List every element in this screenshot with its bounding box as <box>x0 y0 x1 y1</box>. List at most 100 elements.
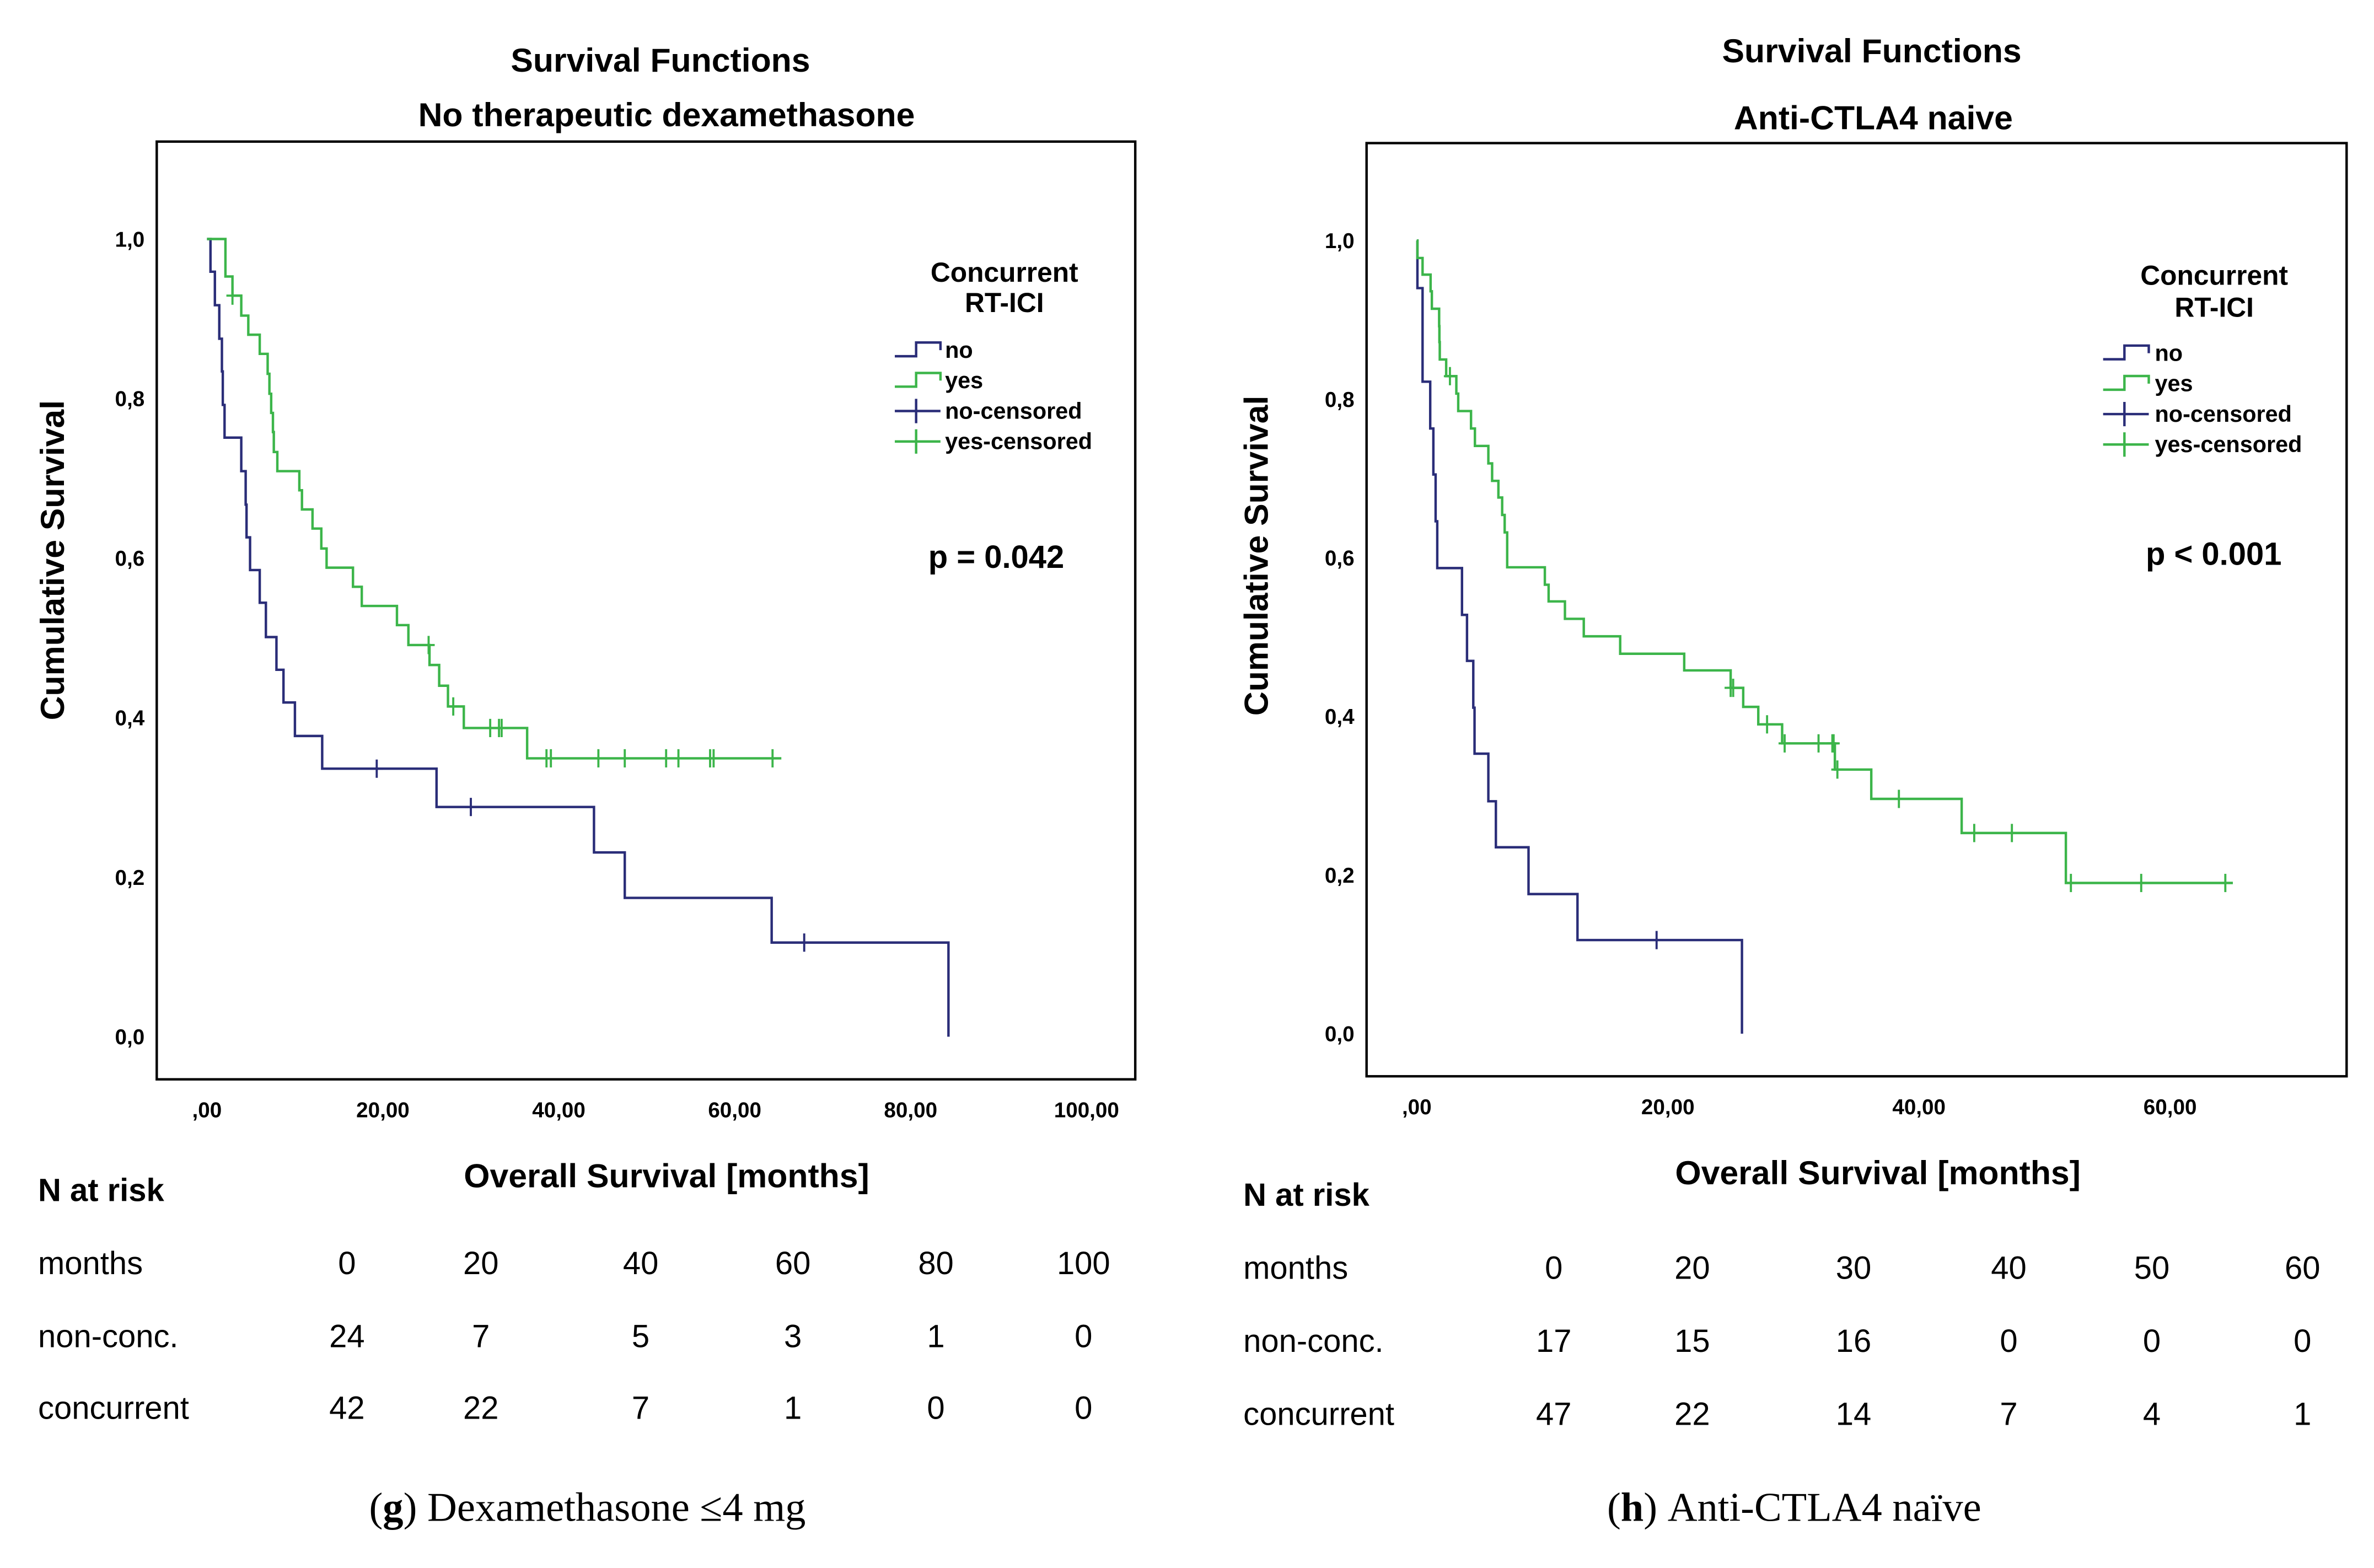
legend-title-line1: Concurrent <box>2140 260 2288 291</box>
plot-area <box>207 238 950 1037</box>
x-tick-label: ,00 <box>1402 1096 1432 1119</box>
risk-cell: 40 <box>1991 1250 2026 1286</box>
legend-swatch-no <box>2103 344 2150 361</box>
legend-label-yes-censored: yes-censored <box>945 429 1092 454</box>
risk-cell: 22 <box>1674 1397 1710 1432</box>
x-tick-label: 20,00 <box>356 1099 410 1123</box>
x-tick-label: ,00 <box>192 1099 222 1123</box>
x-tick-label: 60,00 <box>708 1099 761 1123</box>
risk-cell: 40 <box>623 1246 658 1281</box>
plot-frame <box>155 140 1137 1081</box>
risk-cell: 5 <box>632 1319 649 1355</box>
y-tick-label: 1,0 <box>1325 229 1355 253</box>
risk-cell: 15 <box>1674 1324 1710 1359</box>
y-tick-label: 0,2 <box>1325 864 1355 888</box>
risk-cell: 60 <box>775 1246 810 1281</box>
risk-row-label: months <box>38 1246 143 1281</box>
x-tick-labels: ,00 20,00 40,00 60,00 80,00 100,00 <box>192 1099 1119 1123</box>
x-axis-label: Overall Survival [months] <box>464 1157 869 1195</box>
survival-curve-yes <box>207 238 782 760</box>
survival-curve-no <box>207 238 950 1037</box>
caption-text: Anti-CTLA4 naïve <box>1668 1485 1981 1530</box>
caption-label: g <box>383 1485 403 1530</box>
y-tick-label: 0,0 <box>115 1025 145 1049</box>
legend-label-yes: yes <box>2155 371 2193 396</box>
risk-cell: 60 <box>2285 1250 2320 1286</box>
plot-area <box>1416 239 2233 1034</box>
legend-swatch-yes-censored <box>2103 432 2149 457</box>
legend-label-no: no <box>945 337 973 363</box>
legend-swatch-yes <box>2103 374 2150 391</box>
risk-cell: 47 <box>1536 1397 1571 1432</box>
chart-title-line2: Anti-CTLA4 naive <box>1734 99 2013 137</box>
y-tick-label: 0,2 <box>115 866 145 890</box>
legend-swatch-no <box>895 341 942 358</box>
x-tick-label: 80,00 <box>884 1099 937 1123</box>
risk-cell: 50 <box>2134 1250 2169 1286</box>
caption-label: h <box>1621 1485 1643 1530</box>
chart-title-line1: Survival Functions <box>511 41 810 79</box>
y-tick-labels: 1,0 0,8 0,6 0,4 0,2 0,0 <box>1325 229 1355 1046</box>
p-value: p < 0.001 <box>2146 536 2282 572</box>
legend-label-no-censored: no-censored <box>2155 401 2292 427</box>
y-axis-label: Cumulative Survival <box>34 400 71 721</box>
risk-cell: 24 <box>329 1319 364 1355</box>
risk-cell: 7 <box>632 1390 649 1426</box>
risk-cell: 42 <box>329 1390 364 1426</box>
legend-swatch-yes-censored <box>895 429 941 454</box>
legend-label-yes-censored: yes-censored <box>2155 432 2302 457</box>
legend-label-no-censored: no-censored <box>945 398 1082 423</box>
risk-cell: 100 <box>1057 1246 1110 1281</box>
chart-title-line1: Survival Functions <box>1722 32 2022 69</box>
legend-swatch-no-censored <box>2103 401 2149 427</box>
legend-swatch-no-censored <box>895 399 941 423</box>
x-tick-label: 20,00 <box>1641 1096 1695 1119</box>
x-tick-label: 60,00 <box>2144 1096 2197 1119</box>
y-tick-label: 0,8 <box>115 388 145 411</box>
survival-curve-no <box>1416 239 1743 1034</box>
risk-cell: 20 <box>1674 1250 1710 1286</box>
risk-row-label: months <box>1243 1250 1348 1286</box>
risk-cell: 30 <box>1836 1250 1871 1286</box>
risk-cell: 1 <box>784 1390 802 1426</box>
risk-cell: 22 <box>463 1390 498 1426</box>
panel-h: Survival Functions Anti-CTLA4 naive 1,00… <box>1237 32 2348 1530</box>
x-tick-label: 40,00 <box>532 1099 586 1123</box>
risk-cell: 0 <box>338 1246 356 1281</box>
y-tick-label: 0,6 <box>1325 546 1355 570</box>
risk-cell: 17 <box>1536 1324 1571 1359</box>
x-tick-labels: ,00 20,00 40,00 60,00 <box>1402 1096 2197 1119</box>
risk-cell: 20 <box>463 1246 498 1281</box>
caption-text: Dexamethasone ≤4 mg <box>427 1485 805 1530</box>
risk-cell: 4 <box>2143 1397 2161 1432</box>
y-tick-label: 0,8 <box>1325 388 1355 412</box>
caption: (g) Dexamethasone ≤4 mg <box>369 1485 805 1530</box>
risk-cell: 0 <box>2294 1324 2311 1359</box>
risk-cell: 7 <box>2000 1397 2017 1432</box>
risk-cell: 0 <box>2143 1324 2161 1359</box>
y-tick-label: 0,4 <box>115 706 145 730</box>
legend-title-line2: RT-ICI <box>965 287 1044 318</box>
legend-label-no: no <box>2155 340 2183 366</box>
risk-row-label: concurrent <box>1243 1397 1394 1432</box>
legend-title-line2: RT-ICI <box>2174 292 2254 323</box>
legend: Concurrent RT-ICI no yes no-censored yes-ce… <box>2103 260 2302 457</box>
legend-title-line1: Concurrent <box>931 257 1078 288</box>
risk-cell: 0 <box>2000 1324 2017 1359</box>
survival-curve-yes <box>1416 239 2233 884</box>
legend-label-yes: yes <box>945 368 983 393</box>
y-tick-label: 0,4 <box>1325 705 1355 729</box>
risk-cell: 1 <box>927 1319 944 1355</box>
legend-swatch-yes <box>895 372 942 388</box>
x-tick-label: 40,00 <box>1892 1096 1946 1119</box>
p-value: p = 0.042 <box>928 540 1065 575</box>
risk-cell: 1 <box>2294 1397 2311 1432</box>
risk-row-label: non-conc. <box>1243 1324 1384 1359</box>
panel-g: Survival Functions No therapeutic dexame… <box>34 41 1137 1530</box>
risk-cell: 0 <box>1075 1390 1092 1426</box>
risk-cell: 7 <box>472 1319 490 1355</box>
y-tick-label: 1,0 <box>115 228 145 251</box>
risk-cell: 3 <box>784 1319 802 1355</box>
